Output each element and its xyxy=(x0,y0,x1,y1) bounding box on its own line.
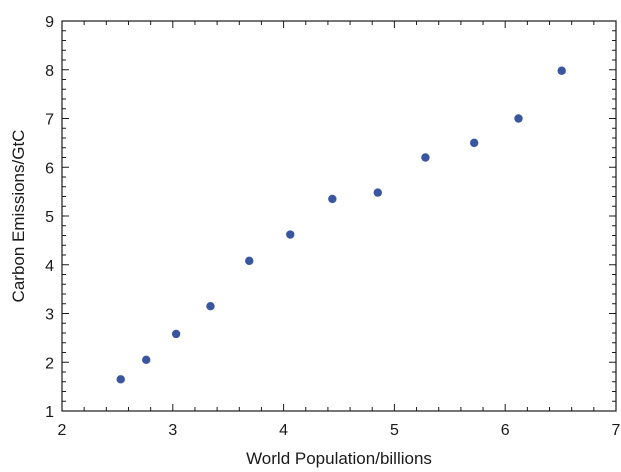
y-tick-label: 9 xyxy=(45,14,54,31)
x-axis-label: World Population/billions xyxy=(246,449,432,468)
data-point xyxy=(328,194,337,204)
x-tick-label: 7 xyxy=(612,422,621,439)
y-tick-label: 3 xyxy=(45,307,54,324)
data-point xyxy=(557,66,566,75)
y-tick-label: 2 xyxy=(45,355,54,372)
data-point xyxy=(286,230,295,239)
y-tick-label: 6 xyxy=(45,160,54,177)
data-point xyxy=(116,375,125,384)
x-tick-label: 6 xyxy=(501,422,510,439)
data-point xyxy=(142,355,151,365)
y-tick-label: 7 xyxy=(45,112,54,129)
data-point xyxy=(514,114,523,123)
y-tick-label: 5 xyxy=(45,209,54,226)
x-tick-label: 3 xyxy=(168,422,177,439)
data-point xyxy=(245,256,254,266)
data-point xyxy=(469,138,479,148)
data-points xyxy=(116,66,566,384)
data-point xyxy=(171,329,181,339)
y-tick-label: 8 xyxy=(45,63,54,80)
axis-ticks xyxy=(61,20,617,412)
y-tick-label: 4 xyxy=(45,258,54,275)
y-axis-label: Carbon Emissions/GtC xyxy=(9,130,28,303)
x-tick-label: 2 xyxy=(58,422,67,439)
data-point xyxy=(421,153,430,162)
x-tick-label: 4 xyxy=(279,422,288,439)
data-point xyxy=(373,188,382,197)
y-tick-label: 1 xyxy=(45,404,54,421)
data-point xyxy=(206,301,215,311)
x-tick-label: 5 xyxy=(390,422,399,439)
plot-frame xyxy=(61,20,617,412)
